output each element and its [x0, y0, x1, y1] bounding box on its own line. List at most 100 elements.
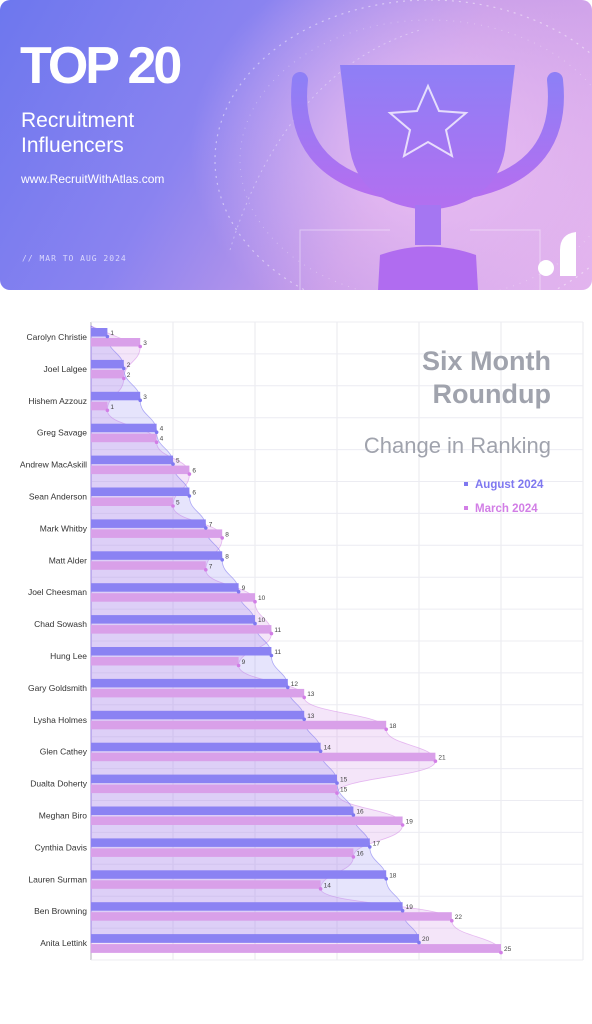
- august-bar: [91, 742, 321, 752]
- august-point: [253, 621, 257, 626]
- march-value-label: 16: [356, 850, 364, 857]
- august-value-label: 12: [291, 681, 299, 688]
- august-point: [220, 558, 224, 562]
- march-point: [236, 663, 241, 668]
- march-value-label: 9: [242, 659, 246, 666]
- march-point: [384, 727, 389, 732]
- august-bar: [91, 487, 190, 496]
- march-value-label: 2: [127, 372, 131, 379]
- august-point: [105, 334, 110, 339]
- banner-period: // MAR TO AUG 2024: [22, 254, 127, 263]
- march-bar: [91, 816, 403, 825]
- august-point: [302, 717, 307, 722]
- march-bar: [91, 561, 206, 570]
- august-bar: [91, 391, 141, 401]
- march-bar: [91, 465, 190, 475]
- trophy-star-icon: [190, 0, 592, 290]
- category-label: Andrew MacAskill: [20, 460, 87, 470]
- august-bar: [91, 423, 157, 433]
- category-label: Chad Sowash: [34, 619, 87, 629]
- category-label: Joel Cheesman: [28, 587, 87, 597]
- category-label: Matt Alder: [49, 555, 87, 565]
- march-point: [269, 631, 274, 636]
- august-point: [351, 813, 356, 817]
- march-value-label: 8: [225, 531, 229, 538]
- category-label: Lysha Holmes: [33, 715, 87, 725]
- header-banner: TOP 20 Recruitment Influencers www.Recru…: [0, 0, 592, 290]
- august-point: [138, 398, 142, 403]
- august-value-label: 20: [422, 936, 430, 943]
- august-value-label: 7: [209, 521, 213, 528]
- august-bar: [91, 328, 108, 337]
- march-bar: [91, 784, 337, 794]
- august-bar: [91, 902, 403, 911]
- category-label: Cynthia Davis: [35, 842, 87, 852]
- march-value-label: 6: [192, 468, 196, 475]
- august-value-label: 17: [373, 840, 381, 847]
- august-bar: [91, 838, 370, 847]
- march-bar: [91, 433, 157, 443]
- legend-march: March 2024: [475, 503, 538, 515]
- august-value-label: 9: [242, 585, 246, 592]
- august-bar: [91, 710, 305, 720]
- march-bar: [91, 848, 354, 857]
- march-value-label: 25: [504, 946, 512, 953]
- march-value-label: 21: [438, 755, 446, 762]
- march-value-label: 15: [340, 787, 348, 794]
- august-point: [171, 462, 175, 466]
- august-value-label: 8: [225, 553, 229, 560]
- august-point: [318, 749, 323, 753]
- august-value-label: 5: [176, 458, 180, 465]
- august-value-label: 13: [307, 713, 315, 720]
- march-value-label: 3: [143, 340, 147, 347]
- atlas-logo-icon: [538, 232, 576, 276]
- category-label: Carolyn Christie: [27, 332, 88, 342]
- march-point: [220, 536, 224, 540]
- august-value-label: 16: [356, 809, 364, 816]
- march-point: [318, 887, 323, 891]
- march-bar: [91, 625, 272, 634]
- march-point: [400, 823, 405, 827]
- august-value-label: 11: [274, 649, 281, 656]
- august-value-label: 1: [110, 330, 114, 337]
- march-point: [499, 950, 503, 955]
- august-bar: [91, 551, 223, 560]
- august-bar: [91, 519, 206, 528]
- category-label: Hishem Azzouz: [28, 396, 87, 406]
- category-label: Greg Savage: [37, 428, 87, 438]
- august-point: [269, 653, 274, 658]
- march-bar: [91, 944, 501, 953]
- march-point: [450, 918, 454, 923]
- august-point: [368, 845, 372, 849]
- chart-bars: [91, 328, 503, 955]
- march-bar: [91, 529, 223, 538]
- march-point: [335, 791, 339, 795]
- category-label: Hung Lee: [50, 651, 87, 661]
- august-point: [400, 908, 405, 913]
- august-value-label: 14: [324, 745, 332, 752]
- august-point: [417, 940, 421, 945]
- august-value-label: 6: [192, 490, 196, 497]
- category-label: Glen Cathey: [40, 747, 88, 757]
- august-bar: [91, 455, 173, 465]
- banner-title: TOP 20: [20, 37, 182, 95]
- august-point: [384, 877, 389, 881]
- march-value-label: 1: [110, 404, 114, 411]
- march-value-label: 19: [406, 819, 414, 826]
- march-point: [433, 759, 438, 763]
- august-value-label: 18: [389, 872, 397, 879]
- august-bar: [91, 583, 239, 592]
- march-point: [138, 344, 142, 349]
- march-value-label: 4: [160, 436, 164, 443]
- august-value-label: 4: [160, 426, 164, 433]
- chart-bands: [90, 325, 502, 953]
- legend: August 2024 March 2024: [464, 479, 544, 515]
- august-bar: [91, 806, 354, 815]
- march-value-label: 14: [324, 882, 332, 889]
- category-label: Lauren Surman: [28, 874, 87, 884]
- august-value-label: 15: [340, 777, 348, 784]
- august-point: [286, 685, 290, 690]
- march-bar: [91, 369, 124, 379]
